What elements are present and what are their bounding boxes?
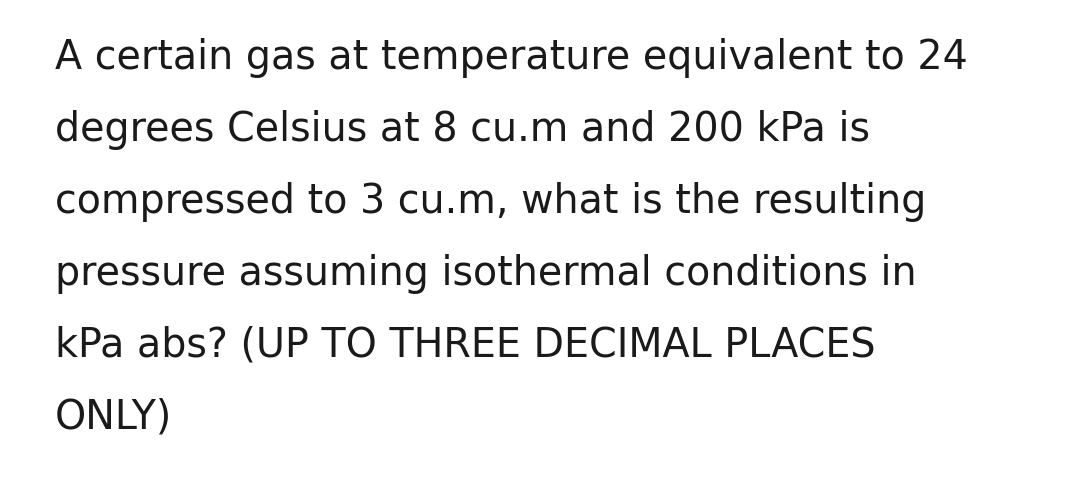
Text: A certain gas at temperature equivalent to 24: A certain gas at temperature equivalent … — [55, 38, 968, 78]
Text: pressure assuming isothermal conditions in: pressure assuming isothermal conditions … — [55, 254, 917, 294]
Text: ONLY): ONLY) — [55, 398, 172, 438]
Text: kPa abs? (UP TO THREE DECIMAL PLACES: kPa abs? (UP TO THREE DECIMAL PLACES — [55, 326, 876, 366]
Text: degrees Celsius at 8 cu.m and 200 kPa is: degrees Celsius at 8 cu.m and 200 kPa is — [55, 110, 870, 150]
Text: compressed to 3 cu.m, what is the resulting: compressed to 3 cu.m, what is the result… — [55, 182, 927, 222]
